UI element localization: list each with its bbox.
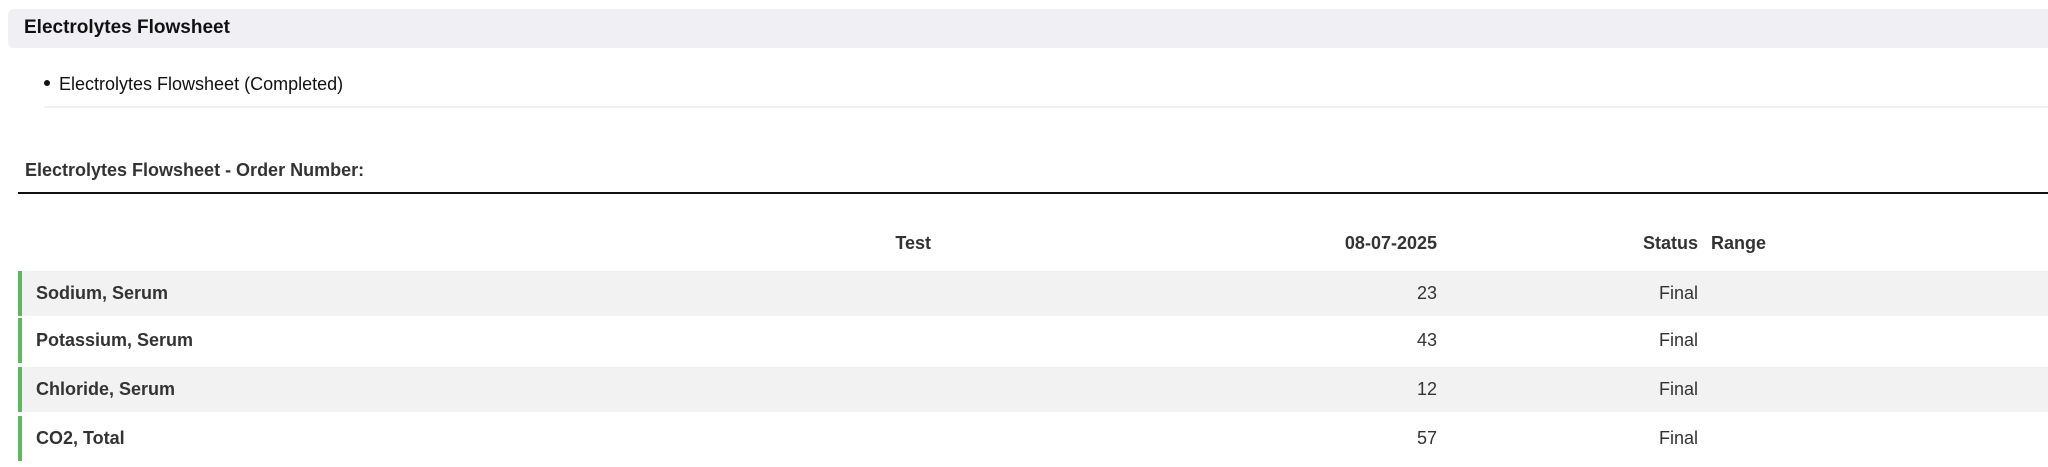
- test-name: Chloride, Serum: [36, 379, 176, 399]
- panel-header: Electrolytes Flowsheet: [8, 9, 2048, 48]
- header-date: 08-07-2025: [1344, 233, 1437, 253]
- order-list-item[interactable]: Electrolytes Flowsheet (Completed): [44, 74, 343, 95]
- table-row: CO2, Total 57 Final: [18, 416, 2048, 461]
- table-row: Chloride, Serum 12 Final: [18, 367, 2048, 412]
- header-status: Status: [1642, 233, 1698, 253]
- test-status: Final: [1658, 428, 1698, 448]
- section-divider: [18, 192, 2048, 194]
- panel-title: Electrolytes Flowsheet: [24, 17, 230, 38]
- test-status: Final: [1658, 283, 1698, 303]
- test-value: 57: [1416, 428, 1437, 448]
- header-test: Test: [895, 233, 931, 253]
- test-name: Sodium, Serum: [36, 283, 169, 303]
- test-value: 23: [1416, 283, 1437, 303]
- header-range: Range: [1711, 233, 1767, 253]
- test-status: Final: [1658, 379, 1698, 399]
- test-value: 43: [1416, 330, 1437, 350]
- order-label: Electrolytes Flowsheet (Completed): [59, 74, 344, 94]
- test-status: Final: [1658, 330, 1698, 350]
- section-title: Electrolytes Flowsheet - Order Number:: [25, 160, 365, 180]
- test-name: CO2, Total: [36, 428, 125, 448]
- test-name: Potassium, Serum: [36, 330, 194, 350]
- bullet-icon: [44, 80, 50, 87]
- table-row: Potassium, Serum 43 Final: [18, 318, 2048, 363]
- divider: [44, 106, 2048, 108]
- test-value: 12: [1416, 379, 1437, 399]
- table-row: Sodium, Serum 23 Final: [18, 271, 2048, 316]
